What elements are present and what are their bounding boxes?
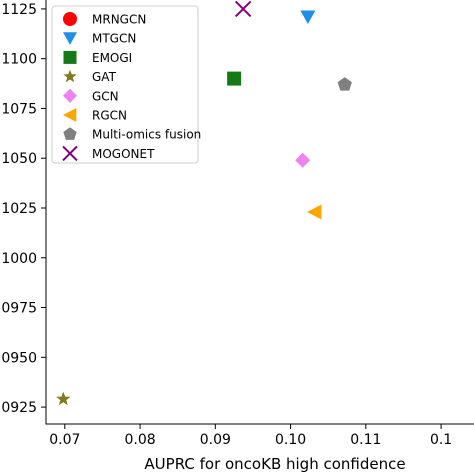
legend-marker-emogi xyxy=(63,50,77,64)
legend-marker-gcn xyxy=(63,88,77,103)
legend-label-gcn: GCN xyxy=(92,89,119,103)
y-tick-label: .0925 xyxy=(0,400,37,416)
legend-marker-rgcn xyxy=(63,108,77,122)
axis-ticks: 0.07 0.08 0.09 0.10 0.11 0.1 .1125 .1100 .1075 .1… xyxy=(0,2,452,448)
legend-label-mtgcn: MTGCN xyxy=(92,32,136,46)
legend-label-rgcn: RGCN xyxy=(92,109,127,123)
legend-marker-mrngcn xyxy=(63,12,77,26)
data-point-mtgcn xyxy=(300,10,316,25)
y-tick-label: .1025 xyxy=(0,201,37,217)
data-point-gat xyxy=(56,391,71,406)
legend-box xyxy=(51,5,199,164)
legend-marker-gat xyxy=(63,69,77,83)
legend-label-mogonet: MOGONET xyxy=(92,147,155,161)
y-tick-label: .1125 xyxy=(0,2,37,18)
data-point-gcn xyxy=(295,152,311,168)
y-tick-label: .0950 xyxy=(0,350,37,366)
plot-frame xyxy=(45,0,474,425)
data-point-emogi xyxy=(227,71,242,86)
y-tick-label: .1000 xyxy=(0,251,37,267)
x-axis-label: AUPRC for oncoKB high confidence xyxy=(144,455,405,473)
legend-label-gat: GAT xyxy=(92,70,117,84)
x-tick-label: 0.11 xyxy=(350,432,381,448)
y-tick-label: .1075 xyxy=(0,101,37,117)
y-tick-label: .1050 xyxy=(0,151,37,167)
data-point-mogonet xyxy=(234,0,252,18)
legend-label-multi-omics-fusion: Multi-omics fusion xyxy=(92,128,201,142)
x-tick-label: 0.07 xyxy=(49,432,80,448)
legend-marker-multi-omics-fusion xyxy=(63,127,77,140)
x-tick-label: 0.09 xyxy=(200,432,231,448)
legend-marker-mtgcn xyxy=(63,32,77,45)
y-tick-label: .0975 xyxy=(0,301,37,317)
x-tick-label: 0.08 xyxy=(124,432,155,448)
data-points xyxy=(56,0,352,406)
y-tick-label: .1100 xyxy=(0,52,37,68)
legend-label-mrngcn: MRNGCN xyxy=(92,13,146,27)
legend-label-emogi: EMOGI xyxy=(92,51,132,65)
x-tick-label: 0.1 xyxy=(430,432,452,448)
legend: MRNGCN MTGCN EMOGI GAT GCN RGCN Multi-omics fu… xyxy=(51,5,201,164)
x-tick-label: 0.10 xyxy=(275,432,306,448)
data-point-multi-omics-fusion xyxy=(337,77,352,91)
legend-marker-mogonet xyxy=(62,145,78,162)
data-point-rgcn xyxy=(307,204,322,220)
